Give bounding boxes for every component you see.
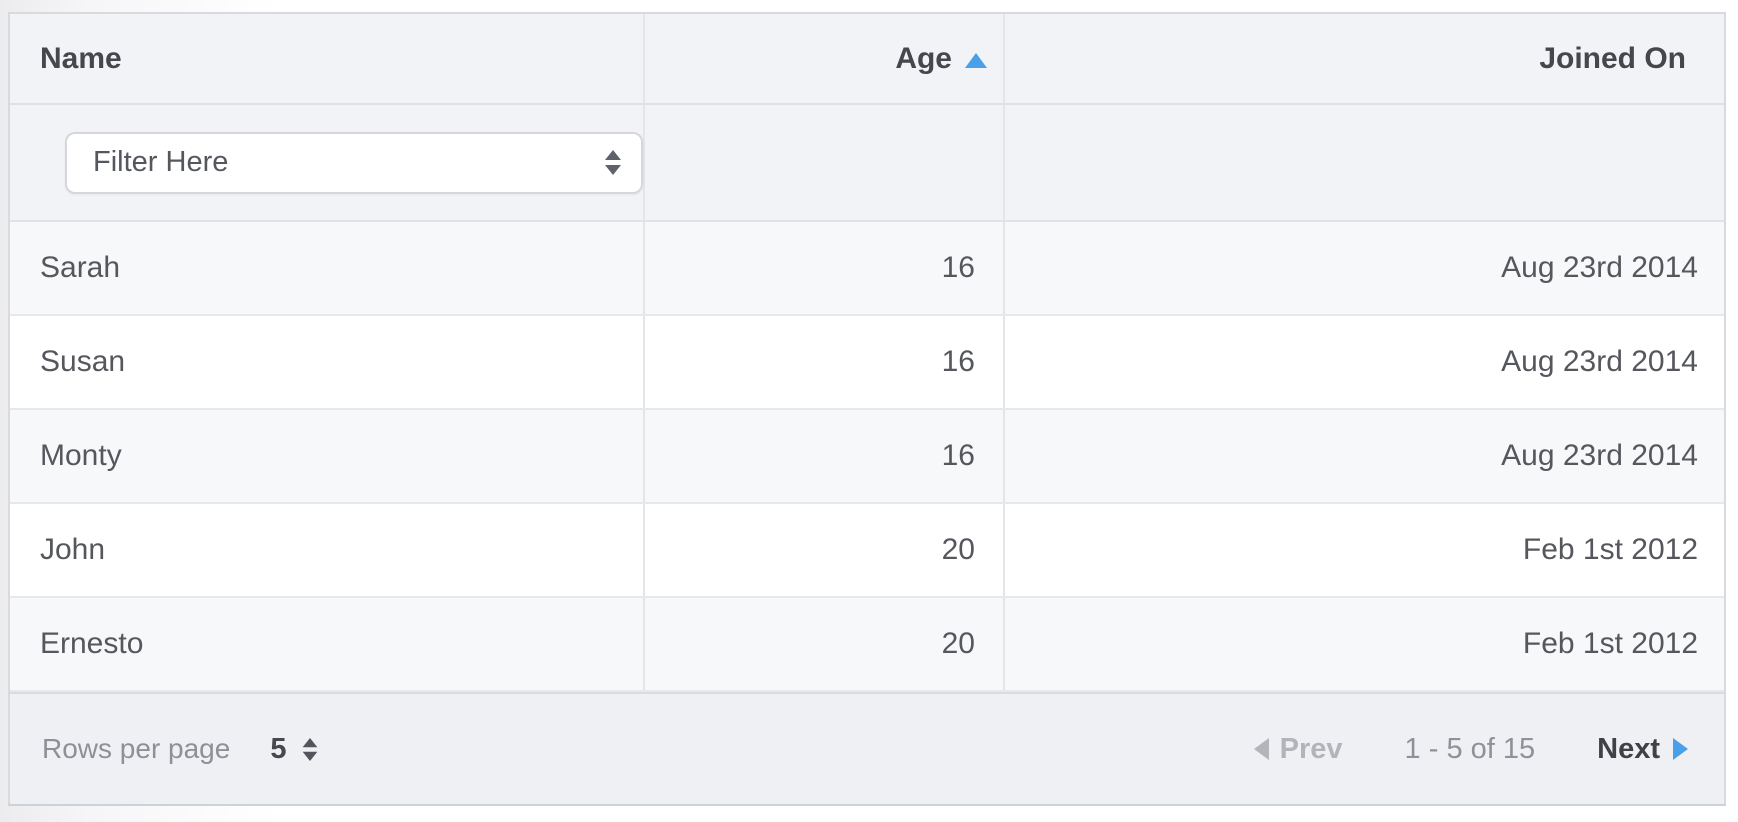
rows-per-page-stepper[interactable] [303,737,318,761]
cell-name: Ernesto [10,598,645,690]
cell-name: John [10,504,645,596]
column-header-age[interactable]: Age [645,14,1005,103]
cell-joined-on: Aug 23rd 2014 [1501,251,1698,284]
column-header-age-label: Age [895,41,952,75]
filter-select-value: Filter Here [93,146,229,178]
page-range-label: 1 - 5 of 15 [1404,732,1536,765]
cell-joined-on: Aug 23rd 2014 [1501,345,1698,378]
column-header-joined-on-label: Joined On [1539,41,1686,75]
cell-joined-on: Feb 1st 2012 [1522,533,1698,566]
column-header-name[interactable]: Name [10,14,645,103]
filter-cell-joined-on [1005,105,1724,220]
next-arrow-icon [1673,738,1688,760]
filter-row: Filter Here [10,105,1724,222]
cell-name: Sarah [10,222,645,314]
cell-age: 16 [645,410,1005,502]
rows-per-page-value: 5 [270,732,287,765]
cell-name: Monty [10,410,645,502]
pagination: Prev 1 - 5 of 15 Next [1253,732,1688,766]
prev-arrow-icon [1253,738,1269,760]
sort-ascending-icon [965,52,987,68]
cell-age: 16 [645,222,1005,314]
filter-cell-age [645,105,1005,220]
next-button[interactable]: Next [1597,733,1688,766]
table-row: Sarah 16 Aug 23rd 2014 [10,222,1724,316]
cell-age: 16 [645,316,1005,408]
cell-joined-on: Feb 1st 2012 [1522,627,1698,660]
column-header-joined-on[interactable]: Joined On [1005,14,1724,103]
table-footer: Rows per page 5 Prev 1 - 5 of 15 Next [10,692,1724,804]
table-header-row: Name Age Joined On [10,14,1724,105]
cell-joined-on: Aug 23rd 2014 [1501,439,1698,472]
rows-per-page-label: Rows per page [42,733,231,764]
table-row: John 20 Feb 1st 2012 [10,504,1724,598]
table-row: Susan 16 Aug 23rd 2014 [10,316,1724,410]
prev-button[interactable]: Prev [1253,732,1343,766]
cell-name: Susan [10,316,645,408]
filter-select[interactable]: Filter Here [65,131,643,194]
prev-button-label: Prev [1279,732,1343,765]
select-stepper-icon [605,150,621,175]
column-header-name-label: Name [40,41,122,75]
data-table: Name Age Joined On Filter Here Sarah 16 … [8,12,1726,806]
table-row: Monty 16 Aug 23rd 2014 [10,410,1724,504]
cell-age: 20 [645,598,1005,690]
next-button-label: Next [1597,732,1660,765]
cell-age: 20 [645,504,1005,596]
table-row: Ernesto 20 Feb 1st 2012 [10,598,1724,692]
